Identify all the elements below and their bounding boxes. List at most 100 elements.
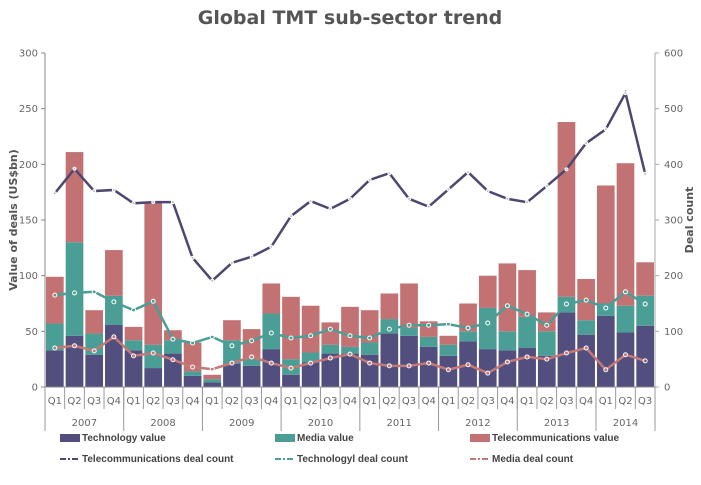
bar-media-value: [498, 331, 517, 351]
bar-technology-value: [341, 353, 359, 387]
y2-tick-label: 300: [664, 216, 683, 227]
bar-media-value: [439, 344, 458, 356]
bar-telecommunications-value: [124, 326, 143, 341]
bar-telecommunications-value: [105, 250, 123, 296]
line-point: [524, 354, 530, 360]
line-point: [131, 307, 137, 313]
line-point: [52, 345, 58, 351]
bar-technology-value: [242, 365, 261, 387]
line-point: [72, 290, 78, 296]
bar-media-value: [577, 320, 595, 335]
line-point: [407, 196, 412, 201]
line-point: [209, 334, 215, 340]
line-point: [584, 141, 589, 146]
bar-media-value: [203, 379, 222, 383]
quarter-label: Q2: [225, 396, 239, 407]
line-point: [622, 289, 628, 295]
y2-tick-label: 400: [664, 160, 683, 171]
line-telecommunications-deal-count: [53, 89, 647, 283]
bar-telecommunications-value: [360, 310, 379, 343]
line-point: [308, 333, 314, 339]
line-point: [485, 189, 490, 194]
bar-telecommunications-value: [380, 293, 399, 320]
bar-telecommunications-value: [459, 303, 477, 332]
y2-tick-label: 200: [664, 271, 683, 282]
y-tick-label: 150: [19, 216, 38, 227]
line-point: [229, 343, 235, 349]
year-label: 2008: [150, 418, 175, 429]
bar-technology-value: [46, 350, 64, 387]
line-point: [367, 177, 372, 182]
bar-technology-value: [85, 354, 104, 387]
bar-media-value: [518, 316, 536, 349]
line-point: [367, 360, 373, 366]
line-point: [249, 254, 254, 259]
year-label: 2013: [544, 418, 569, 429]
line-point: [446, 187, 451, 192]
legend-label: Telecommunications deal count: [82, 454, 234, 465]
bar-technology-value: [537, 355, 556, 387]
line-point: [308, 360, 314, 366]
bar-media-value: [242, 358, 261, 366]
bar-telecommunications-value: [596, 185, 615, 304]
quarter-label: Q4: [343, 396, 357, 407]
line-point: [505, 196, 510, 201]
line-point: [150, 298, 156, 304]
bar-telecommunications-value: [439, 335, 458, 345]
bar-media-value: [46, 323, 64, 351]
line-point: [544, 322, 550, 328]
bar-technology-value: [321, 353, 340, 387]
line-point: [485, 320, 491, 326]
line-technologyl-deal-count: [54, 290, 646, 348]
line-point: [348, 196, 352, 201]
y-tick-label: 100: [19, 271, 38, 282]
bar-telecommunications-value: [400, 283, 418, 328]
bar-media-value: [65, 242, 84, 336]
line-point: [445, 321, 451, 327]
quarter-label: Q1: [205, 396, 219, 407]
y-tick-label: 50: [25, 327, 38, 338]
bar-media-value: [321, 344, 340, 354]
line-point: [190, 340, 196, 346]
bar-technology-value: [478, 349, 497, 387]
line-point: [170, 357, 176, 363]
y2-tick-label: 100: [664, 327, 683, 338]
bar-technology-value: [419, 346, 438, 387]
bar-telecommunications-value: [616, 163, 635, 306]
line-point: [524, 311, 530, 317]
quarter-label: Q1: [126, 396, 140, 407]
line-point: [642, 358, 648, 364]
line-point: [327, 355, 333, 361]
bar-technology-value: [124, 350, 143, 387]
quarter-label: Q4: [264, 396, 278, 407]
line-point: [603, 367, 609, 373]
bar-telecommunications-value: [557, 122, 576, 297]
line-point: [288, 335, 294, 341]
bar-technology-value: [498, 350, 517, 387]
line-point: [190, 364, 196, 370]
quarter-label: Q3: [87, 396, 101, 407]
quarter-label: Q3: [402, 396, 416, 407]
line-point: [426, 322, 432, 328]
line-point: [406, 322, 412, 328]
legend-label: Media value: [297, 433, 354, 444]
year-label: 2009: [229, 418, 254, 429]
quarter-label: Q1: [599, 396, 613, 407]
line-point: [485, 370, 491, 376]
line-point: [308, 199, 313, 204]
bar-media-value: [144, 344, 163, 369]
bar-technology-value: [518, 348, 536, 387]
quarter-label: Q1: [363, 396, 377, 407]
line-point: [269, 244, 274, 249]
bar-telecommunications-value: [537, 312, 556, 332]
quarter-label: Q2: [146, 396, 160, 407]
quarter-label: Q2: [540, 396, 554, 407]
quarter-label: Q2: [382, 396, 396, 407]
line-point: [328, 206, 333, 211]
line-point: [52, 191, 57, 196]
bar-technology-value: [400, 335, 418, 387]
line-point: [564, 167, 569, 172]
line-point: [465, 362, 471, 368]
legend-label: Telecommunications value: [492, 433, 620, 444]
line-point: [190, 255, 195, 260]
